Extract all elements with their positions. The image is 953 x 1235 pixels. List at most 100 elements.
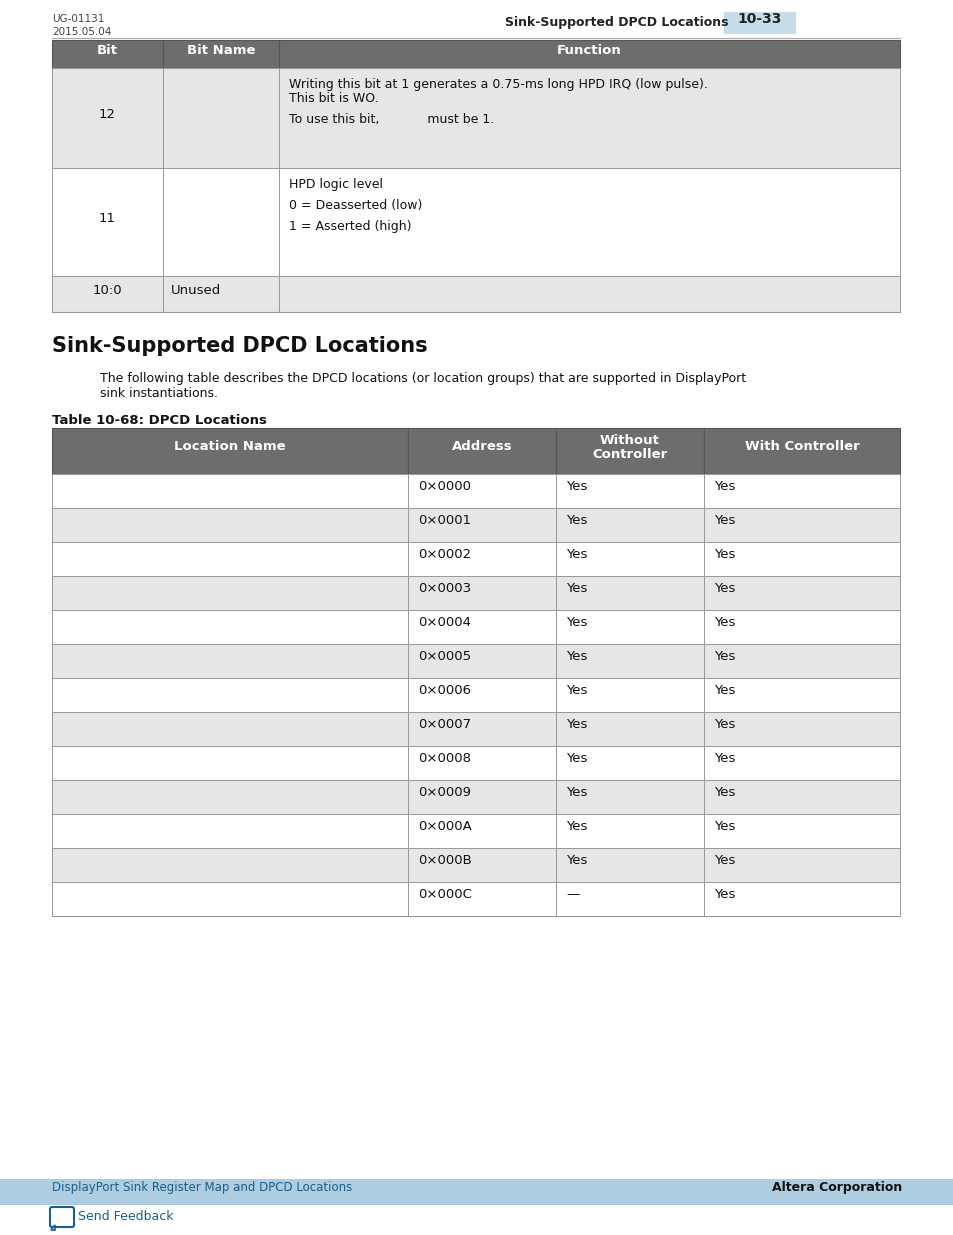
Text: Without: Without xyxy=(599,433,659,447)
Bar xyxy=(408,643,556,678)
Text: 0×0006: 0×0006 xyxy=(417,684,471,698)
Text: Table 10-68: DPCD Locations: Table 10-68: DPCD Locations xyxy=(52,414,267,427)
Bar xyxy=(408,746,556,781)
Bar xyxy=(408,781,556,814)
Bar xyxy=(163,40,278,68)
Text: Altera Corporation: Altera Corporation xyxy=(771,1182,901,1194)
Text: 0 = Deasserted (low): 0 = Deasserted (low) xyxy=(289,199,422,212)
Bar xyxy=(278,275,899,312)
Bar xyxy=(408,610,556,643)
Bar xyxy=(556,610,703,643)
Text: The following table describes the DPCD locations (or location groups) that are s: The following table describes the DPCD l… xyxy=(100,372,745,385)
Text: 0×000C: 0×000C xyxy=(417,888,472,902)
Text: Address: Address xyxy=(451,441,512,453)
Bar xyxy=(408,882,556,916)
Bar xyxy=(52,542,408,576)
Text: Yes: Yes xyxy=(713,787,735,799)
Text: Yes: Yes xyxy=(565,787,587,799)
Text: —: — xyxy=(565,888,578,902)
Bar xyxy=(703,542,899,576)
Bar xyxy=(408,508,556,542)
Bar xyxy=(163,168,278,275)
Bar xyxy=(556,474,703,508)
Bar xyxy=(163,275,278,312)
Text: sink instantiations.: sink instantiations. xyxy=(100,387,218,400)
Bar xyxy=(52,713,408,746)
Text: 0×000B: 0×000B xyxy=(417,855,471,867)
Text: 0×0005: 0×0005 xyxy=(417,651,471,663)
Text: Yes: Yes xyxy=(565,651,587,663)
Text: HPD logic level: HPD logic level xyxy=(289,178,382,191)
Bar xyxy=(556,508,703,542)
Text: 0×0003: 0×0003 xyxy=(417,583,471,595)
Bar xyxy=(408,814,556,848)
Bar xyxy=(703,576,899,610)
Text: Yes: Yes xyxy=(565,752,587,766)
Text: This bit is WO.: This bit is WO. xyxy=(289,91,378,105)
Text: 0×0004: 0×0004 xyxy=(417,616,471,630)
Text: With Controller: With Controller xyxy=(744,441,859,453)
Text: 0×0002: 0×0002 xyxy=(417,548,471,562)
Text: 2015.05.04: 2015.05.04 xyxy=(52,27,112,37)
Bar xyxy=(408,474,556,508)
Text: Sink-Supported DPCD Locations: Sink-Supported DPCD Locations xyxy=(52,336,427,356)
Bar xyxy=(556,882,703,916)
Text: Bit Name: Bit Name xyxy=(187,43,255,57)
Text: Yes: Yes xyxy=(713,480,735,494)
Text: Yes: Yes xyxy=(713,616,735,630)
Bar xyxy=(52,814,408,848)
Text: Writing this bit at 1 generates a 0.75-ms long HPD IRQ (low pulse).: Writing this bit at 1 generates a 0.75-m… xyxy=(289,78,707,91)
Text: Yes: Yes xyxy=(713,651,735,663)
Bar xyxy=(556,848,703,882)
Bar xyxy=(703,848,899,882)
Bar xyxy=(52,781,408,814)
Text: Function: Function xyxy=(557,43,621,57)
Bar xyxy=(278,40,899,68)
Text: Yes: Yes xyxy=(713,719,735,731)
Bar xyxy=(408,713,556,746)
Bar xyxy=(278,68,899,168)
Bar xyxy=(556,713,703,746)
Text: 0×0009: 0×0009 xyxy=(417,787,471,799)
Text: Bit: Bit xyxy=(97,43,118,57)
Bar xyxy=(408,429,556,474)
Bar xyxy=(408,542,556,576)
Bar xyxy=(703,610,899,643)
Text: Yes: Yes xyxy=(565,719,587,731)
Text: Yes: Yes xyxy=(565,548,587,562)
Bar xyxy=(408,576,556,610)
Text: Yes: Yes xyxy=(565,616,587,630)
Text: 10-33: 10-33 xyxy=(737,12,781,26)
Text: Yes: Yes xyxy=(565,515,587,527)
Bar xyxy=(52,610,408,643)
Bar xyxy=(703,429,899,474)
Bar xyxy=(703,474,899,508)
Bar xyxy=(703,882,899,916)
Bar xyxy=(52,168,163,275)
Text: Controller: Controller xyxy=(592,447,667,461)
Bar xyxy=(0,1179,953,1205)
Bar xyxy=(556,542,703,576)
Bar xyxy=(703,781,899,814)
Bar xyxy=(52,643,408,678)
Text: 11: 11 xyxy=(99,211,116,225)
Text: Yes: Yes xyxy=(565,684,587,698)
Bar xyxy=(703,508,899,542)
Text: Yes: Yes xyxy=(565,480,587,494)
Text: Location Name: Location Name xyxy=(174,441,286,453)
Bar xyxy=(52,474,408,508)
Text: 0×0007: 0×0007 xyxy=(417,719,471,731)
Text: 0×0008: 0×0008 xyxy=(417,752,471,766)
Text: Yes: Yes xyxy=(713,548,735,562)
Text: Yes: Yes xyxy=(713,820,735,834)
Bar xyxy=(703,713,899,746)
Bar xyxy=(703,746,899,781)
Bar xyxy=(52,68,163,168)
Bar xyxy=(52,275,163,312)
Text: UG-01131: UG-01131 xyxy=(52,14,104,23)
Bar xyxy=(52,882,408,916)
Text: 10:0: 10:0 xyxy=(92,284,122,296)
Text: 0×000A: 0×000A xyxy=(417,820,471,834)
Text: Yes: Yes xyxy=(565,820,587,834)
Text: To use this bit,            must be 1.: To use this bit, must be 1. xyxy=(289,112,494,126)
